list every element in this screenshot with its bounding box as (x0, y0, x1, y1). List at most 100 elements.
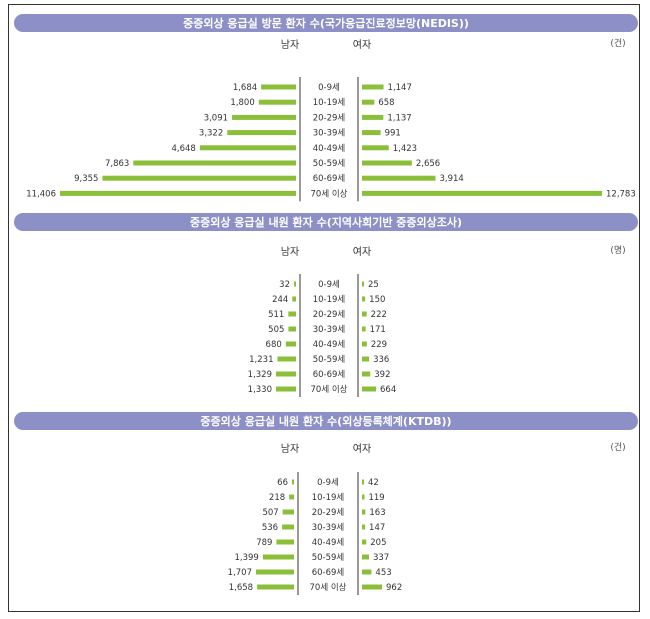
chart2-female-bar (362, 326, 366, 332)
chart3-male-value: 1,707 (228, 568, 252, 578)
chart1-female-bar (362, 145, 389, 151)
chart1-age-label: 70세 이상 (311, 188, 348, 199)
chart3-female-bar (362, 554, 370, 560)
chart2-age-label: 50-59세 (313, 355, 346, 365)
chart2-female-bar (362, 386, 376, 392)
chart3-male-bar (256, 569, 294, 575)
chart1-female-value: 1,147 (388, 83, 412, 93)
chart3-title-banner (14, 412, 638, 430)
chart2-male-value: 244 (272, 295, 288, 305)
chart1-female-bar (362, 190, 602, 196)
chart2-male-value: 505 (268, 325, 284, 335)
chart2-male-bar (277, 356, 296, 362)
chart1-male-bar (232, 114, 296, 120)
chart1-age-label: 30-39세 (313, 129, 346, 139)
chart3-male-bar (292, 479, 294, 485)
chart1-male-value: 1,800 (230, 98, 254, 108)
chart1-male-value: 3,322 (199, 129, 223, 139)
chart1-age-label: 0-9세 (318, 83, 340, 93)
chart1-female-value: 991 (385, 129, 401, 139)
chart3-male-bar (282, 509, 294, 515)
chart1-male-value: 4,648 (171, 144, 195, 154)
chart2-male-value: 1,329 (248, 370, 272, 380)
chart3-age-label: 40-49세 (312, 538, 345, 548)
chart2-age-label: 20-29세 (313, 310, 346, 320)
chart1-male-value: 3,091 (204, 113, 228, 123)
chart1-age-label: 20-29세 (313, 113, 346, 123)
chart3-female-value: 42 (368, 478, 379, 488)
chart1-female-bar (362, 99, 375, 105)
chart1-female-value: 1,137 (387, 113, 411, 123)
chart2-female-value: 25 (368, 280, 379, 290)
chart2-female-bar (362, 311, 367, 317)
chart3-unit: (건) (610, 442, 625, 453)
chart1-female-bar (362, 84, 384, 90)
chart1-left-label: 남자 (281, 39, 299, 51)
chart3-age-label: 50-59세 (312, 553, 345, 563)
chart3-female-bar (362, 509, 366, 515)
chart1-age-label: 50-59세 (313, 159, 346, 169)
chart2-age-label: 60-69세 (313, 370, 346, 380)
chart1-female-value: 12,783 (606, 189, 636, 199)
chart1-male-bar (261, 84, 296, 90)
chart2-female-bar (362, 356, 370, 362)
chart2-male-bar (285, 341, 296, 347)
chart2-male-bar (288, 311, 296, 317)
chart2-male-value: 1,231 (249, 355, 273, 365)
chart1-female-bar (362, 130, 381, 136)
chart2-title: 중증외상 응급실 내원 환자 수(지역사회기반 중증외상조사) (190, 215, 462, 229)
chart3-female-value: 205 (370, 538, 386, 548)
chart2-right-label: 여자 (353, 246, 371, 258)
chart2-male-bar (288, 326, 296, 332)
chart3-male-bar (282, 524, 294, 530)
chart3-female-value: 119 (368, 493, 384, 503)
chart1-female-bar (362, 114, 384, 120)
chart3-age-label: 60-69세 (312, 568, 345, 578)
chart2-male-value: 680 (266, 340, 282, 350)
chart2-male-bar (276, 371, 296, 377)
chart2-age-label: 30-39세 (313, 325, 346, 335)
chart2-title-banner (14, 213, 638, 231)
chart3-female-value: 453 (375, 568, 391, 578)
chart1-female-bar (362, 160, 412, 166)
chart1-female-value: 2,656 (416, 159, 440, 169)
chart1-male-value: 1,684 (233, 83, 257, 93)
chart1-right-label: 여자 (353, 39, 371, 51)
chart3-male-value: 1,399 (235, 553, 259, 563)
chart3-male-bar (289, 494, 294, 500)
chart1-female-value: 3,914 (439, 174, 463, 184)
chart3-male-value: 789 (256, 538, 272, 548)
chart2-male-bar (292, 296, 296, 302)
chart1-male-value: 7,863 (105, 159, 129, 169)
chart3-female-bar (362, 584, 382, 590)
chart3-age-label: 10-19세 (312, 493, 345, 503)
chart1-male-value: 11,406 (26, 189, 56, 199)
chart3-age-label: 30-39세 (312, 523, 345, 533)
chart2-female-value: 336 (373, 355, 389, 365)
chart2-female-value: 664 (380, 385, 396, 395)
chart2-male-bar (276, 386, 296, 392)
chart1-female-value: 658 (378, 98, 394, 108)
chart1-female-value: 1,423 (393, 144, 417, 154)
chart2-age-label: 0-9세 (318, 280, 340, 290)
chart3-male-bar (257, 584, 294, 590)
chart3-male-value: 1,658 (229, 583, 253, 593)
chart2-age-label: 10-19세 (313, 295, 346, 305)
chart2-age-label: 70세 이상 (311, 384, 348, 395)
chart1-male-bar (227, 130, 296, 136)
chart3-left-label: 남자 (281, 443, 299, 455)
chart3-male-bar (262, 554, 294, 560)
chart3-female-value: 337 (373, 553, 389, 563)
chart1-title: 중증외상 응급실 방문 환자 수(국가응급진료정보망(NEDIS)) (183, 16, 469, 30)
chart2-female-bar (362, 296, 366, 302)
chart3-male-bar (276, 539, 294, 545)
chart3-female-value: 147 (369, 523, 385, 533)
chart3-female-bar (362, 479, 364, 485)
chart2-male-value: 32 (279, 280, 290, 290)
chart2-female-value: 150 (369, 295, 385, 305)
chart1-unit: (건) (610, 38, 625, 49)
chart3-male-value: 218 (269, 493, 285, 503)
chart1-male-bar (60, 190, 296, 196)
chart1-male-bar (258, 99, 296, 105)
